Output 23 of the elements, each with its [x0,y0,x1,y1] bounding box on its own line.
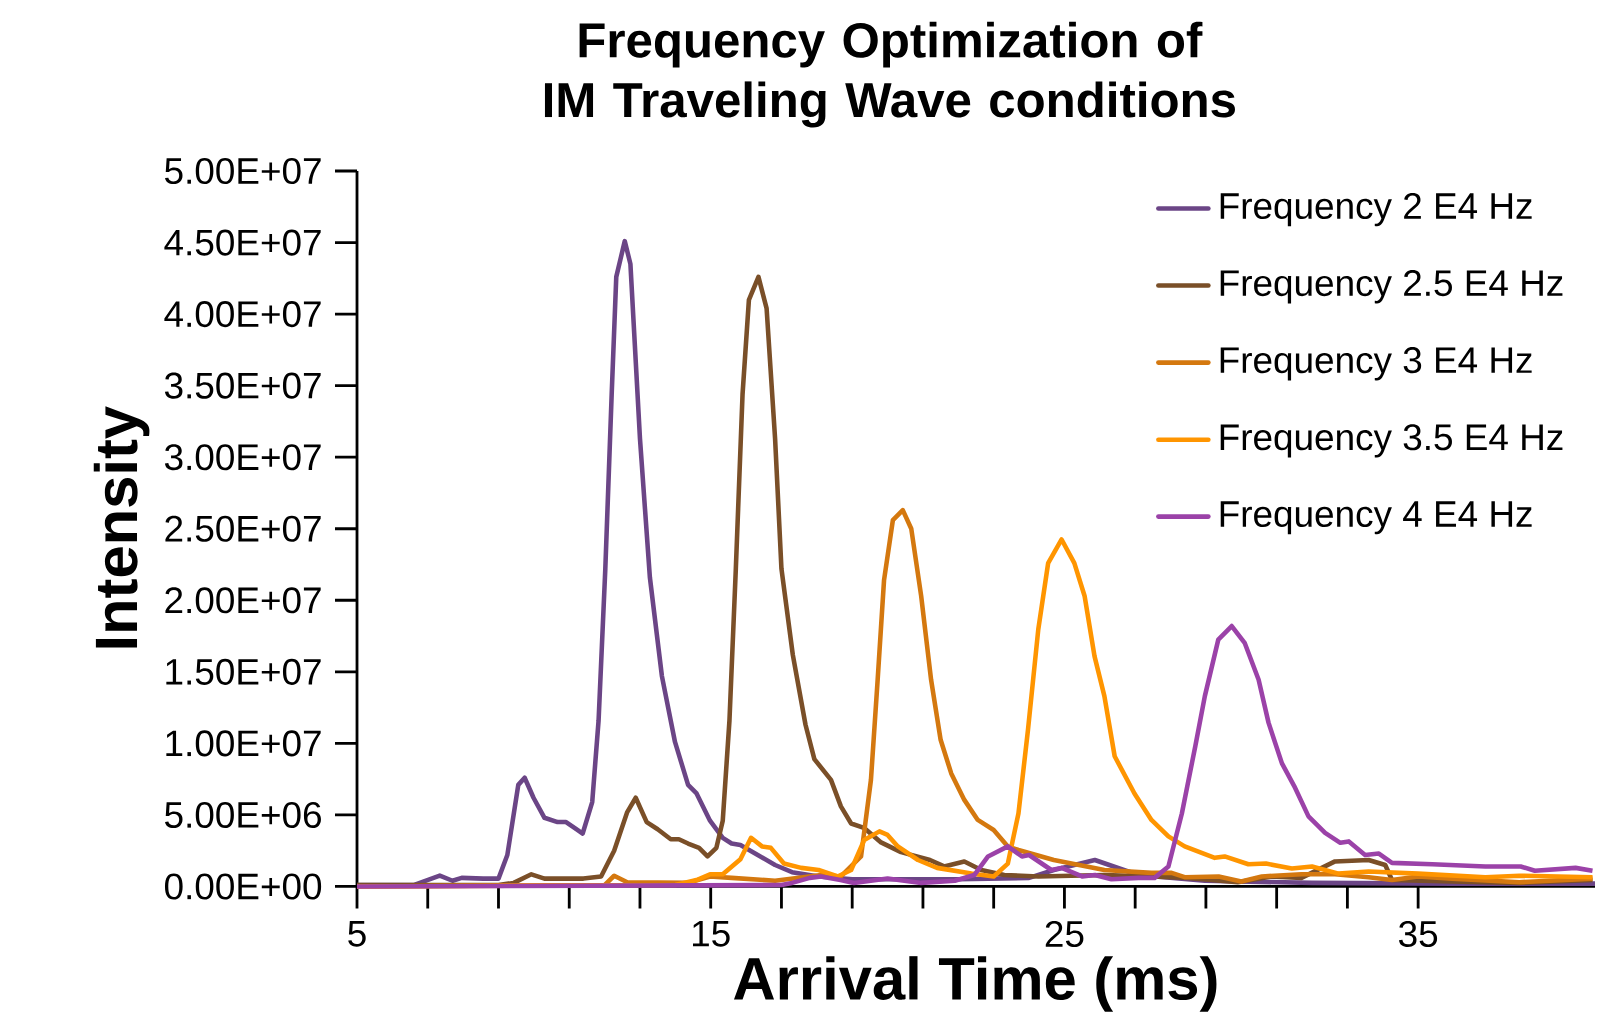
y-tick-label: 0.00E+00 [164,873,322,900]
chart-title: Frequency Optimization of IM Traveling Wave conditions [544,21,1235,128]
y-tick-label: 2.00E+07 [165,587,321,614]
legend-label: Frequency 2 E4 Hz [1220,192,1532,227]
x-tick-label: 35 [1398,920,1438,948]
legend-label: Frequency 3 E4 Hz [1220,347,1532,381]
legend-label: Frequency 2.5 E4 Hz [1220,270,1563,304]
y-tick-label: 4.00E+07 [164,301,321,328]
x-tick-label: 5 [348,920,366,947]
y-tick-label: 3.00E+07 [164,444,321,471]
x-axis-title: Arrival Time (ms) [733,956,1217,1012]
x-tick-label: 15 [693,920,730,947]
y-tick-label: 1.50E+07 [166,658,321,685]
legend-label: Frequency 4 E4 Hz [1220,501,1532,535]
y-tick-label: 4.50E+07 [164,229,321,256]
x-tick-label: 25 [1045,920,1084,948]
y-axis-title: Intensity [93,406,150,648]
y-tick-label: 3.50E+07 [164,372,321,399]
y-tick-label: 1.00E+07 [166,730,321,757]
y-tick-label: 2.50E+07 [165,515,321,542]
y-tick-label: 5.00E+07 [165,157,321,185]
y-tick-label: 5.00E+06 [165,801,321,829]
legend-label: Frequency 3.5 E4 Hz [1220,424,1563,458]
